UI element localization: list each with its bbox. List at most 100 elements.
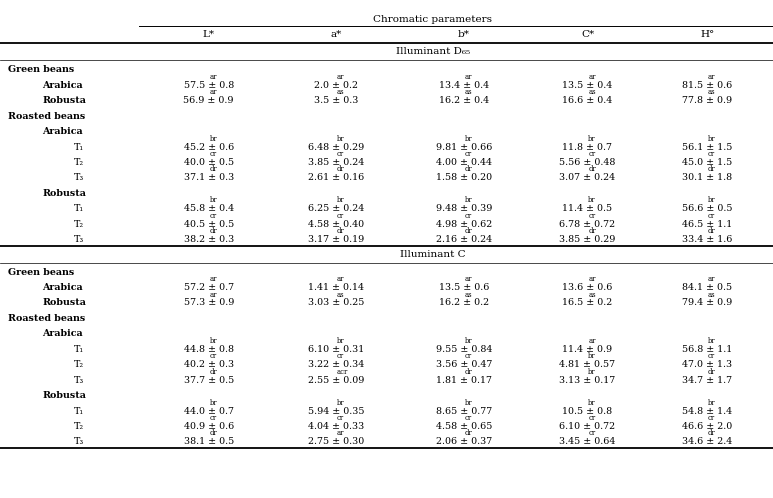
Text: dr: dr [708, 429, 716, 437]
Text: cr: cr [588, 414, 595, 422]
Text: dr: dr [465, 368, 472, 375]
Text: ar: ar [337, 73, 345, 81]
Text: 57.2 ± 0.7: 57.2 ± 0.7 [184, 283, 233, 292]
Text: 3.07 ± 0.24: 3.07 ± 0.24 [560, 173, 615, 182]
Text: br: br [337, 398, 345, 406]
Text: 4.58 ± 0.65: 4.58 ± 0.65 [436, 422, 492, 431]
Text: 3.13 ± 0.17: 3.13 ± 0.17 [560, 375, 615, 384]
Text: 45.0 ± 1.5: 45.0 ± 1.5 [682, 158, 733, 167]
Text: Illuminant D₆₅: Illuminant D₆₅ [396, 47, 470, 56]
Text: 37.7 ± 0.5: 37.7 ± 0.5 [183, 375, 234, 384]
Text: cr: cr [588, 150, 595, 158]
Text: 3.03 ± 0.25: 3.03 ± 0.25 [308, 298, 364, 307]
Text: ar: ar [588, 275, 596, 283]
Text: 30.1 ± 1.8: 30.1 ± 1.8 [683, 173, 732, 182]
Text: b*: b* [458, 30, 470, 39]
Text: cr: cr [708, 212, 715, 220]
Text: 81.5 ± 0.6: 81.5 ± 0.6 [682, 81, 733, 90]
Text: 57.5 ± 0.8: 57.5 ± 0.8 [183, 81, 234, 90]
Text: 34.7 ± 1.7: 34.7 ± 1.7 [683, 375, 732, 384]
Text: 1.41 ± 0.14: 1.41 ± 0.14 [308, 283, 364, 292]
Text: acr: acr [337, 368, 349, 375]
Text: Arabica: Arabica [43, 329, 83, 338]
Text: Robusta: Robusta [43, 189, 87, 198]
Text: T₂: T₂ [73, 220, 83, 229]
Text: cr: cr [708, 414, 715, 422]
Text: cr: cr [337, 414, 344, 422]
Text: ar: ar [588, 337, 596, 345]
Text: br: br [588, 134, 596, 142]
Text: br: br [588, 368, 596, 375]
Text: 6.10 ± 0.72: 6.10 ± 0.72 [560, 422, 615, 431]
Text: 13.6 ± 0.6: 13.6 ± 0.6 [562, 283, 613, 292]
Text: dr: dr [209, 429, 217, 437]
Text: 5.94 ± 0.35: 5.94 ± 0.35 [308, 406, 365, 415]
Text: T₃: T₃ [73, 235, 83, 244]
Text: 44.0 ± 0.7: 44.0 ± 0.7 [184, 406, 233, 415]
Text: 4.04 ± 0.33: 4.04 ± 0.33 [308, 422, 364, 431]
Text: br: br [209, 196, 217, 204]
Text: 3.17 ± 0.19: 3.17 ± 0.19 [308, 235, 364, 244]
Text: br: br [337, 134, 345, 142]
Text: br: br [209, 337, 217, 345]
Text: br: br [588, 398, 596, 406]
Text: 57.3 ± 0.9: 57.3 ± 0.9 [183, 298, 234, 307]
Text: 8.65 ± 0.77: 8.65 ± 0.77 [436, 406, 492, 415]
Text: 4.58 ± 0.40: 4.58 ± 0.40 [308, 220, 364, 229]
Text: 11.4 ± 0.5: 11.4 ± 0.5 [563, 204, 612, 213]
Text: as: as [708, 88, 716, 96]
Text: Robusta: Robusta [43, 96, 87, 105]
Text: as: as [337, 290, 345, 298]
Text: dr: dr [465, 165, 472, 173]
Text: dr: dr [337, 165, 345, 173]
Text: 6.25 ± 0.24: 6.25 ± 0.24 [308, 204, 364, 213]
Text: 9.55 ± 0.84: 9.55 ± 0.84 [436, 345, 492, 354]
Text: 56.1 ± 1.5: 56.1 ± 1.5 [682, 142, 733, 151]
Text: cr: cr [588, 429, 595, 437]
Text: ar: ar [209, 73, 217, 81]
Text: cr: cr [337, 352, 344, 360]
Text: as: as [708, 290, 716, 298]
Text: 46.6 ± 2.0: 46.6 ± 2.0 [682, 422, 733, 431]
Text: 45.8 ± 0.4: 45.8 ± 0.4 [184, 204, 233, 213]
Text: 2.0 ± 0.2: 2.0 ± 0.2 [315, 81, 358, 90]
Text: 40.0 ± 0.5: 40.0 ± 0.5 [184, 158, 233, 167]
Text: 4.81 ± 0.57: 4.81 ± 0.57 [560, 360, 615, 369]
Text: Green beans: Green beans [8, 65, 74, 74]
Text: 37.1 ± 0.3: 37.1 ± 0.3 [183, 173, 234, 182]
Text: dr: dr [465, 429, 472, 437]
Text: 11.8 ± 0.7: 11.8 ± 0.7 [563, 142, 612, 151]
Text: cr: cr [588, 212, 595, 220]
Text: cr: cr [337, 212, 344, 220]
Text: br: br [465, 337, 472, 345]
Text: 5.56 ± 0.48: 5.56 ± 0.48 [560, 158, 615, 167]
Text: 4.98 ± 0.62: 4.98 ± 0.62 [436, 220, 492, 229]
Text: 11.4 ± 0.9: 11.4 ± 0.9 [563, 345, 612, 354]
Text: br: br [465, 134, 472, 142]
Text: dr: dr [588, 165, 596, 173]
Text: Arabica: Arabica [43, 81, 83, 90]
Text: cr: cr [708, 352, 715, 360]
Text: ar: ar [209, 290, 217, 298]
Text: dr: dr [337, 227, 345, 235]
Text: cr: cr [209, 150, 216, 158]
Text: dr: dr [708, 227, 716, 235]
Text: T₃: T₃ [73, 437, 83, 446]
Text: ar: ar [588, 73, 596, 81]
Text: as: as [588, 290, 596, 298]
Text: 44.8 ± 0.8: 44.8 ± 0.8 [184, 345, 233, 354]
Text: 2.06 ± 0.37: 2.06 ± 0.37 [436, 437, 492, 446]
Text: 77.8 ± 0.9: 77.8 ± 0.9 [683, 96, 732, 105]
Text: 1.58 ± 0.20: 1.58 ± 0.20 [436, 173, 492, 182]
Text: T₂: T₂ [73, 422, 83, 431]
Text: 38.2 ± 0.3: 38.2 ± 0.3 [183, 235, 234, 244]
Text: ar: ar [209, 88, 217, 96]
Text: 2.75 ± 0.30: 2.75 ± 0.30 [308, 437, 364, 446]
Text: 3.45 ± 0.64: 3.45 ± 0.64 [560, 437, 615, 446]
Text: 6.48 ± 0.29: 6.48 ± 0.29 [308, 142, 364, 151]
Text: dr: dr [209, 227, 217, 235]
Text: ar: ar [209, 275, 217, 283]
Text: T₁: T₁ [73, 345, 83, 354]
Text: 16.2 ± 0.4: 16.2 ± 0.4 [439, 96, 489, 105]
Text: T₃: T₃ [73, 173, 83, 182]
